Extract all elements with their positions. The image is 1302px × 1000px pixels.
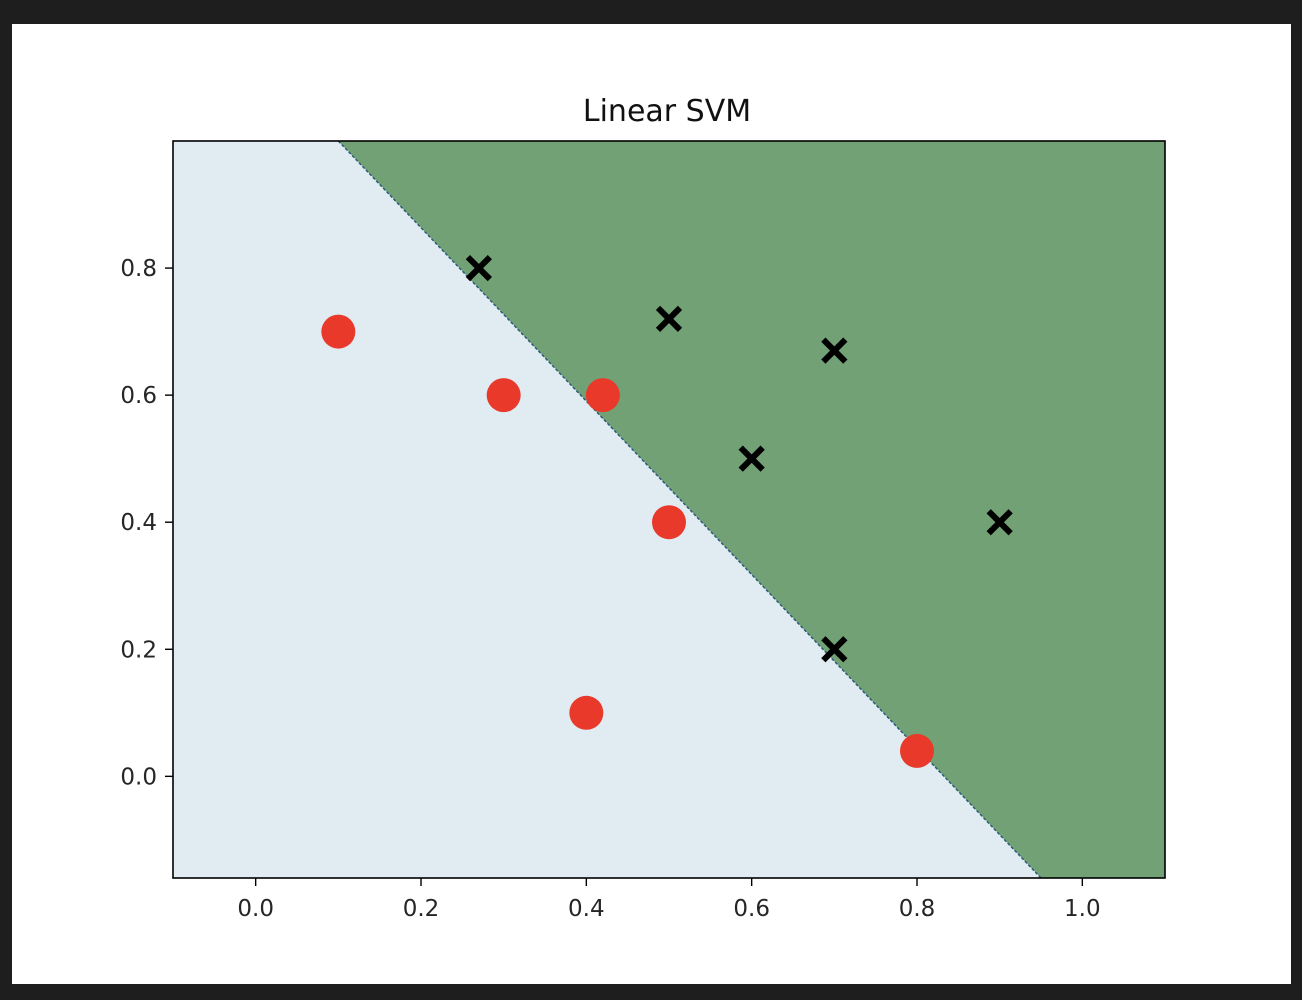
data-point-circle: [321, 314, 356, 349]
data-point-circle: [569, 695, 604, 730]
x-tick-label: 0.4: [568, 896, 605, 922]
data-point-circle: [652, 505, 686, 540]
data-point-circle: [900, 733, 934, 768]
data-point-x: [821, 337, 848, 364]
x-tick-label: 0.8: [899, 896, 936, 922]
y-tick-label: 0.0: [120, 764, 157, 790]
data-point-x: [465, 254, 492, 282]
data-point-x: [738, 445, 765, 472]
chart-figure: Linear SVM 0.0 0.2 0.4 0.6 0.8 1.0 0.0 0.2 0.4 0.…: [12, 24, 1291, 984]
plot-area: 0.0 0.2 0.4 0.6 0.8 1.0 0.0 0.2 0.4 0.6 0.8: [120, 140, 1166, 922]
region-upper-right: [338, 141, 1165, 878]
data-point-circle: [585, 378, 620, 413]
data-point-x: [986, 509, 1013, 536]
x-tick-label: 0.2: [403, 896, 440, 922]
data-point-x: [655, 305, 683, 333]
data-point-x: [821, 636, 848, 663]
axes-frame: [172, 140, 1166, 879]
data-point-circle: [486, 378, 521, 413]
y-tick-label: 0.2: [120, 637, 157, 663]
y-tick-label: 0.6: [120, 383, 157, 409]
x-tick-label: 0.6: [733, 896, 770, 922]
region-lower-left: [173, 141, 1041, 878]
x-tick-label: 0.0: [237, 896, 274, 922]
chart-title: Linear SVM: [583, 94, 751, 129]
y-tick-label: 0.4: [120, 510, 157, 536]
x-tick-label: 1.0: [1064, 896, 1101, 922]
chart-svg: Linear SVM 0.0 0.2 0.4 0.6 0.8 1.00.00.20.40.…: [120, 94, 1166, 922]
y-tick-label: 0.8: [120, 256, 157, 282]
